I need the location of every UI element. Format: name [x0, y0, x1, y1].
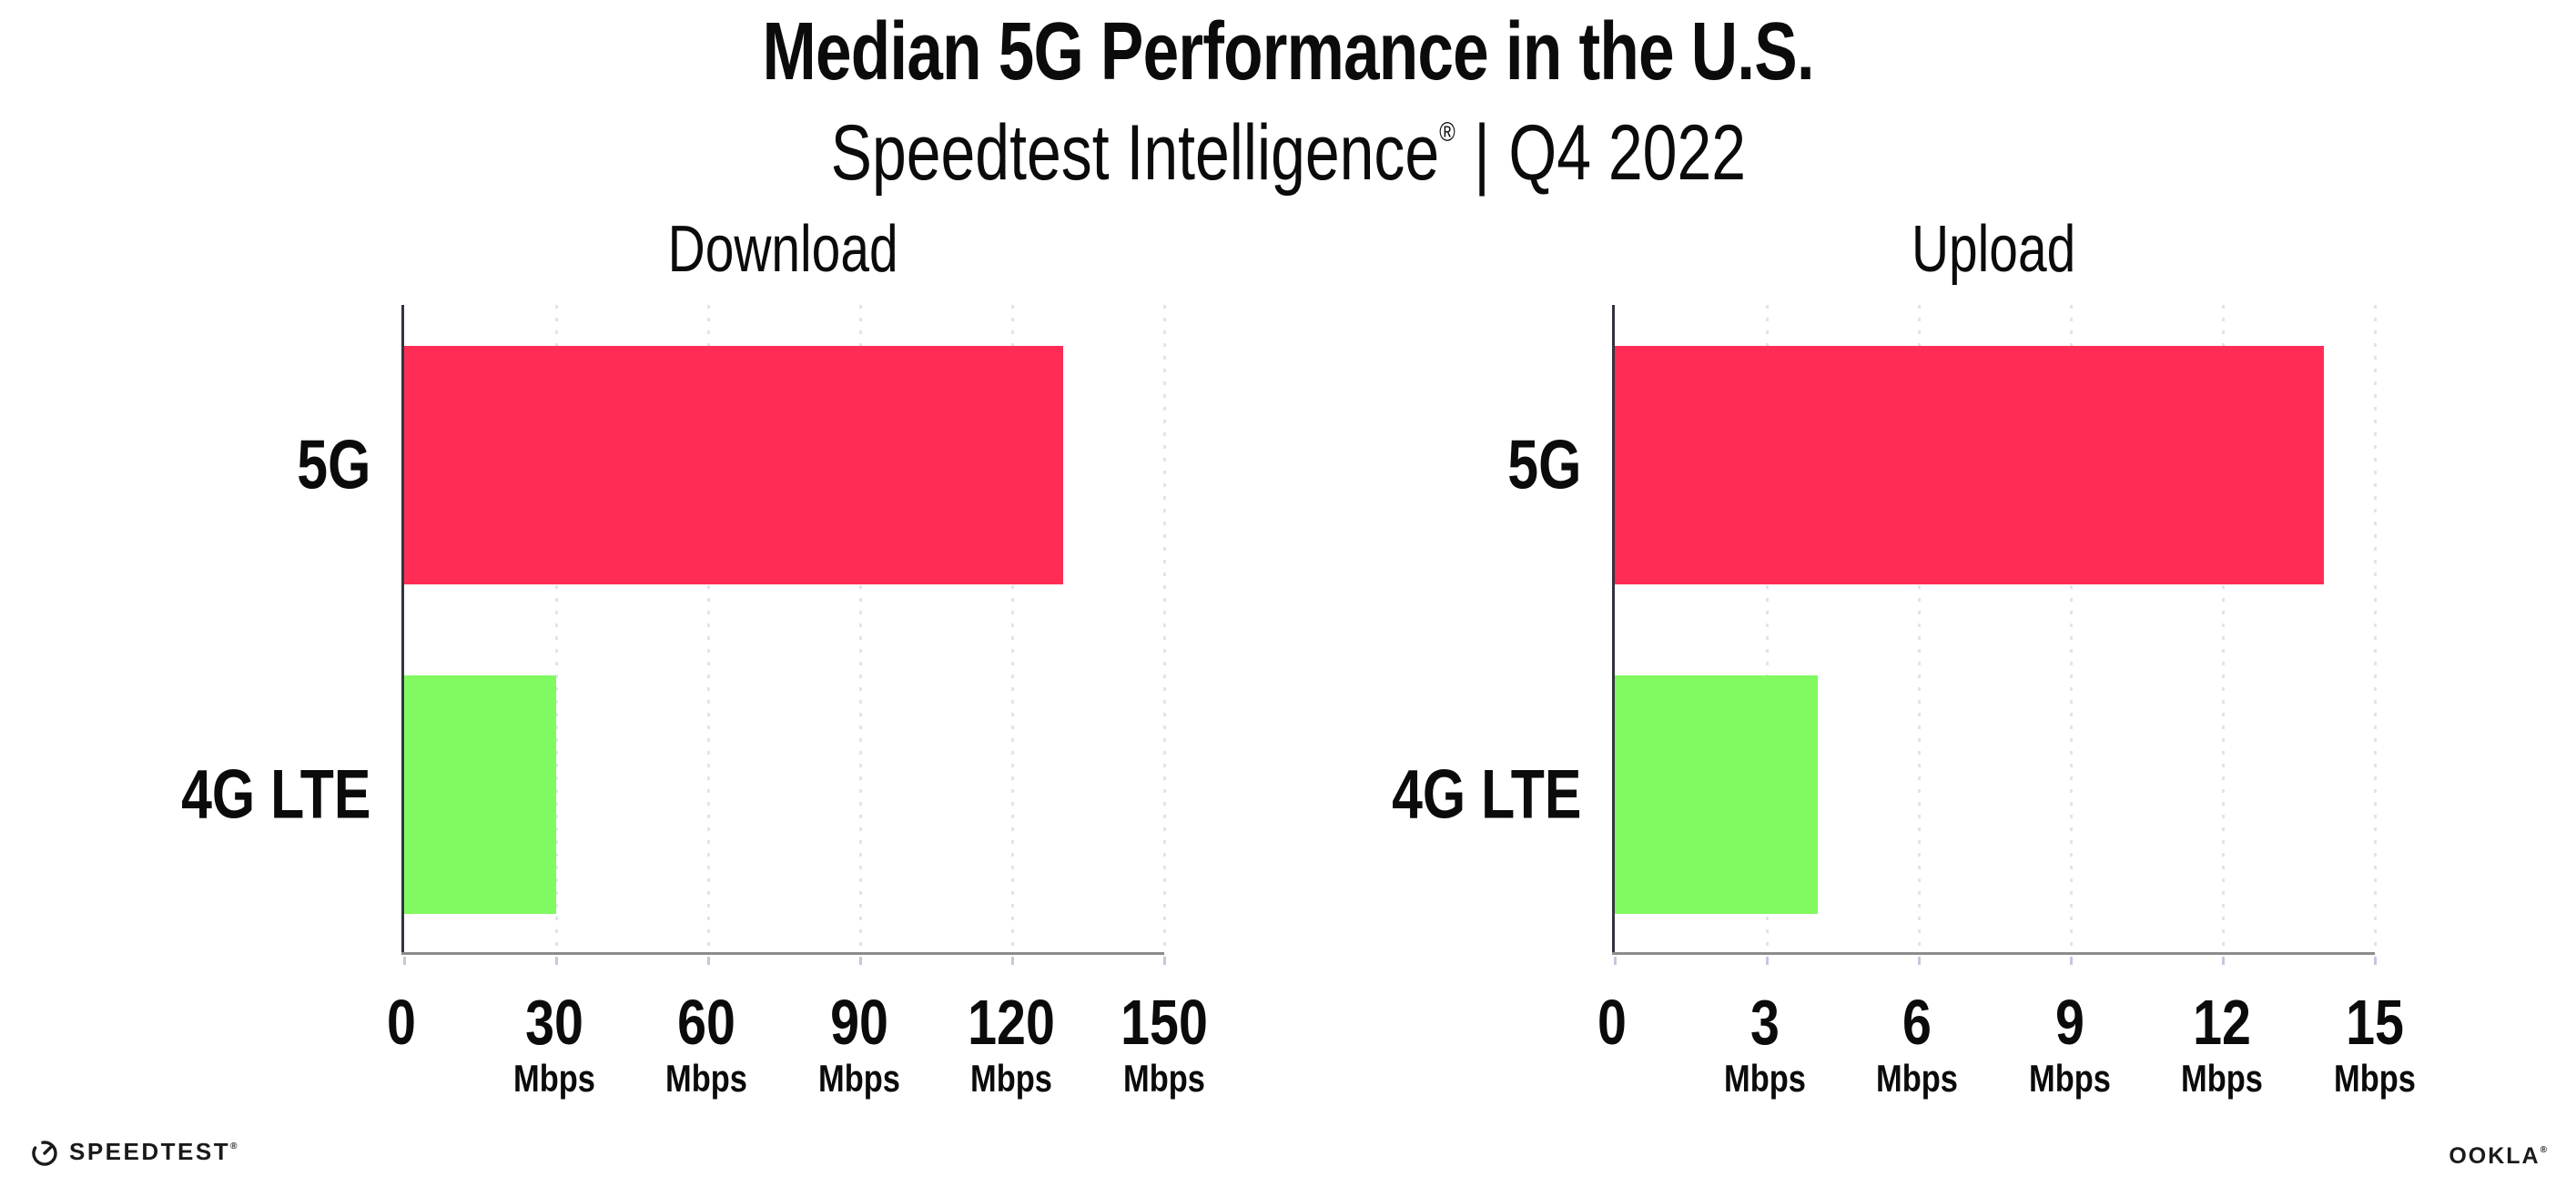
download-chart: Download 5G 4G LTE 0 30 Mbps 60 Mbps 90 Mbps 120…: [181, 214, 1208, 1100]
upload-x-axis-line: [1612, 952, 2375, 955]
vertical-gridline: [2222, 305, 2225, 952]
bar-5g: [1615, 346, 2325, 584]
x-tick-label: 0: [384, 990, 420, 1054]
speedtest-wordmark: SPEEDTEST®: [69, 1138, 239, 1165]
x-tick-value: 0: [1597, 987, 1627, 1058]
ookla-logo: OOKLA®: [2449, 1143, 2549, 1170]
x-tick-label: 90 Mbps: [809, 990, 909, 1100]
category-label-5g: 5G: [296, 426, 370, 504]
vertical-gridline: [2374, 305, 2377, 952]
axis-tick-mark: [555, 957, 558, 965]
vertical-gridline: [1766, 305, 1769, 952]
subtitle-separator: |: [1473, 109, 1490, 197]
vertical-gridline: [555, 305, 558, 952]
subtitle-brand: Speedtest Intelligence: [830, 109, 1439, 197]
x-tick-label: 60 Mbps: [656, 990, 756, 1100]
x-tick-value: 12: [2193, 987, 2252, 1058]
axis-tick-mark: [859, 957, 862, 965]
speedtest-registered-mark: ®: [230, 1141, 239, 1151]
download-category-labels: 5G 4G LTE: [0, 305, 370, 953]
speedtest-logo: SPEEDTEST®: [31, 1138, 239, 1166]
vertical-gridline: [1918, 305, 1921, 952]
ookla-wordmark: OOKLA: [2449, 1143, 2541, 1169]
x-tick-value: 6: [1902, 987, 1932, 1058]
x-tick-value: 15: [2346, 987, 2404, 1058]
axis-tick-mark: [403, 957, 406, 965]
category-label-4g-lte: 4G LTE: [1391, 756, 1581, 834]
bar-4g-lte: [404, 675, 556, 914]
vertical-gridline: [2070, 305, 2073, 952]
x-tick-unit: Mbps: [2181, 1057, 2264, 1100]
axis-tick-mark: [707, 957, 710, 965]
x-tick-unit: Mbps: [1876, 1057, 1959, 1100]
x-tick-label: 0: [1595, 990, 1630, 1054]
axis-tick-mark: [1011, 957, 1014, 965]
x-tick-unit: Mbps: [2028, 1057, 2111, 1100]
x-tick-label: 6 Mbps: [1867, 990, 1967, 1100]
axis-tick-mark: [2374, 957, 2377, 965]
download-chart-title: Download: [667, 213, 898, 286]
x-tick-unit: Mbps: [665, 1057, 748, 1100]
x-tick-value: 120: [968, 987, 1056, 1058]
axis-tick-mark: [2222, 957, 2225, 965]
vertical-gridline: [707, 305, 710, 952]
x-tick-unit: Mbps: [2334, 1057, 2416, 1100]
x-tick-label: 15 Mbps: [2325, 990, 2425, 1100]
bar-4g-lte: [1615, 675, 1818, 914]
axis-tick-mark: [1918, 957, 1921, 965]
x-tick-unit: Mbps: [1123, 1057, 1205, 1100]
subtitle-period: Q4 2022: [1508, 109, 1746, 197]
x-tick-label: 120 Mbps: [958, 990, 1065, 1100]
upload-chart-title: Upload: [1911, 213, 2076, 286]
vertical-gridline: [1163, 305, 1166, 952]
vertical-gridline: [1011, 305, 1014, 952]
x-tick-unit: Mbps: [817, 1057, 900, 1100]
x-tick-label: 9 Mbps: [2020, 990, 2120, 1100]
speedtest-gauge-icon: [32, 1140, 57, 1166]
x-tick-value: 90: [829, 987, 888, 1058]
bar-5g: [404, 346, 1063, 584]
registered-trademark-mark: ®: [1438, 117, 1455, 147]
x-tick-unit: Mbps: [970, 1057, 1053, 1100]
axis-tick-mark: [1614, 957, 1617, 965]
upload-x-tick-labels: 0 3 Mbps 6 Mbps 9 Mbps 12 Mbps 15 Mbps: [1597, 990, 2416, 1136]
page-title-text: Median 5G Performance in the U.S.: [762, 6, 1814, 97]
page-title: Median 5G Performance in the U.S.: [0, 7, 2576, 96]
x-tick-value: 3: [1749, 987, 1780, 1058]
x-tick-value: 0: [387, 987, 416, 1058]
x-tick-unit: Mbps: [512, 1057, 595, 1100]
page-subtitle: Speedtest Intelligence® | Q4 2022: [0, 89, 2576, 197]
x-tick-value: 30: [524, 987, 583, 1058]
x-tick-label: 3 Mbps: [1715, 990, 1815, 1100]
x-tick-unit: Mbps: [1723, 1057, 1806, 1100]
upload-category-labels: 5G 4G LTE: [1108, 305, 1581, 953]
axis-tick-mark: [1766, 957, 1769, 965]
x-tick-label: 12 Mbps: [2173, 990, 2273, 1100]
x-tick-value: 150: [1121, 987, 1208, 1058]
axis-tick-mark: [1163, 957, 1166, 965]
ookla-registered-mark: ®: [2540, 1145, 2549, 1155]
download-plot-area: [401, 305, 1166, 965]
download-x-tick-labels: 0 30 Mbps 60 Mbps 90 Mbps 120 Mbps 150 Mbps: [387, 990, 1208, 1136]
x-tick-label: 30 Mbps: [504, 990, 604, 1100]
vertical-gridline: [859, 305, 862, 952]
category-label-4g-lte: 4G LTE: [180, 756, 370, 834]
download-x-axis-line: [401, 952, 1164, 955]
upload-plot-area: [1612, 305, 2377, 965]
axis-tick-mark: [2070, 957, 2073, 965]
x-tick-value: 9: [2054, 987, 2084, 1058]
x-tick-value: 60: [677, 987, 736, 1058]
category-label-5g: 5G: [1506, 426, 1581, 504]
upload-chart: Upload 5G 4G LTE 0 3 Mbps 6 Mbps 9 Mbps 12 Mbps 15…: [1392, 214, 2416, 1100]
x-tick-label: 150 Mbps: [1111, 990, 1218, 1100]
